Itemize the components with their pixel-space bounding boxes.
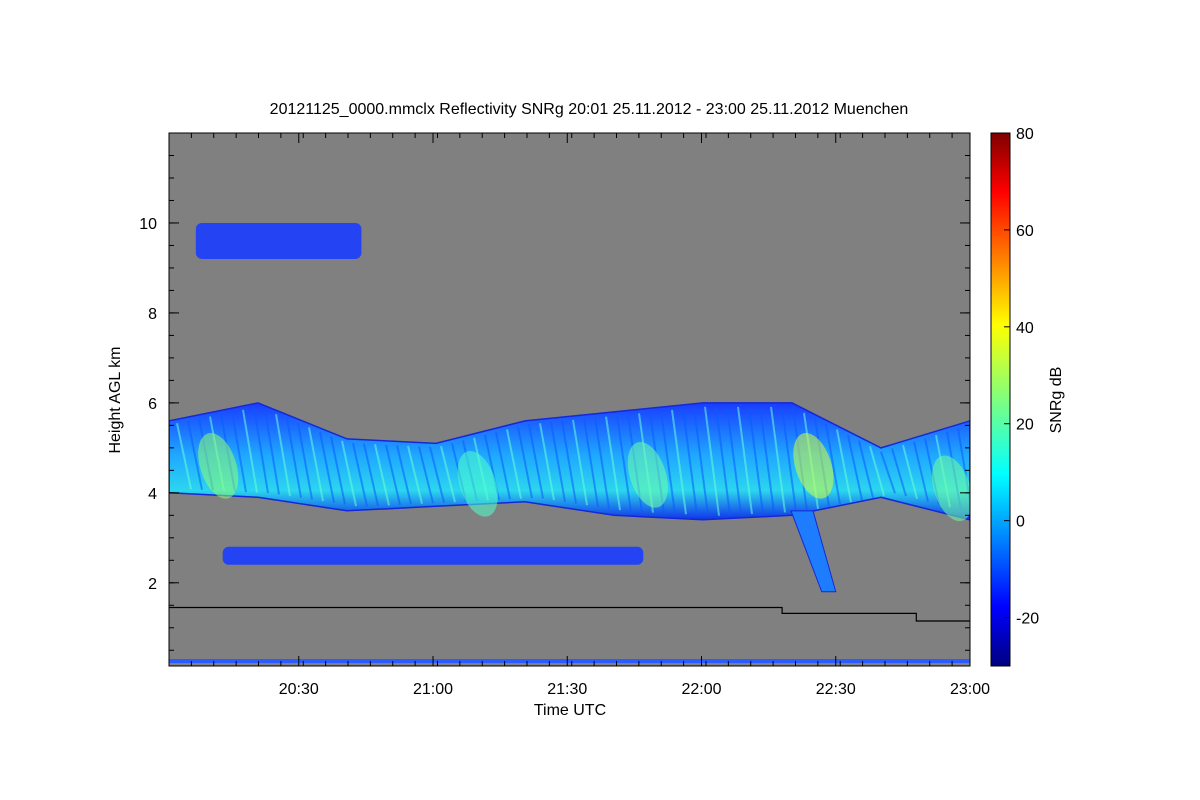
cloud-lower-layer (222, 546, 644, 565)
y-tick-label: 4 (148, 486, 157, 503)
cloud-core (932, 455, 970, 522)
colorbar-tick-label: 60 (1016, 223, 1034, 240)
plot-background (169, 133, 970, 666)
colorbar-tick-label: -20 (1016, 611, 1039, 628)
x-tick-label: 22:00 (681, 681, 721, 698)
x-tick-label: 22:30 (816, 681, 856, 698)
cloud-core (627, 442, 668, 508)
colorbar: -20 0 20 40 60 80 SNRg dB (990, 126, 1065, 667)
cloud-cirrus (195, 222, 362, 259)
y-tick-label: 10 (139, 216, 157, 233)
cloud-core (198, 433, 239, 499)
x-tick-label: 21:00 (413, 681, 453, 698)
x-axis-label: Time UTC (534, 702, 606, 719)
cloud-streaks (176, 406, 970, 516)
colorbar-tick-label: 20 (1016, 417, 1034, 434)
y-tick-label: 8 (148, 306, 157, 323)
cloud-core (457, 451, 498, 517)
x-tick-label: 20:30 (279, 681, 319, 698)
axes: 20:30 21:00 21:30 22:00 22:30 23:00 2 4 6 8 10 (139, 133, 990, 698)
y-tick-label: 6 (148, 396, 157, 413)
colorbar-label: SNRg dB (1048, 367, 1065, 434)
x-tick-label: 23:00 (950, 681, 990, 698)
colorbar-tick-label: 0 (1016, 514, 1025, 531)
plot-area (168, 132, 971, 667)
colorbar-frame (990, 132, 1011, 667)
y-tick-label: 2 (148, 576, 157, 593)
cloud-base-line (169, 606, 970, 622)
plot-frame (168, 132, 971, 667)
cloud-core (793, 433, 834, 499)
colorbar-tick-label: 80 (1016, 126, 1034, 143)
colorbar-gradient (991, 133, 1010, 666)
cloud-fall-streak (790, 510, 837, 593)
colorbar-tick-label: 40 (1016, 320, 1034, 337)
y-axis-label: Height AGL km (107, 346, 124, 453)
chart-title: 20121125_0000.mmclx Reflectivity SNRg 20… (270, 101, 909, 118)
surface-clutter (169, 659, 970, 663)
x-tick-label: 21:30 (547, 681, 587, 698)
